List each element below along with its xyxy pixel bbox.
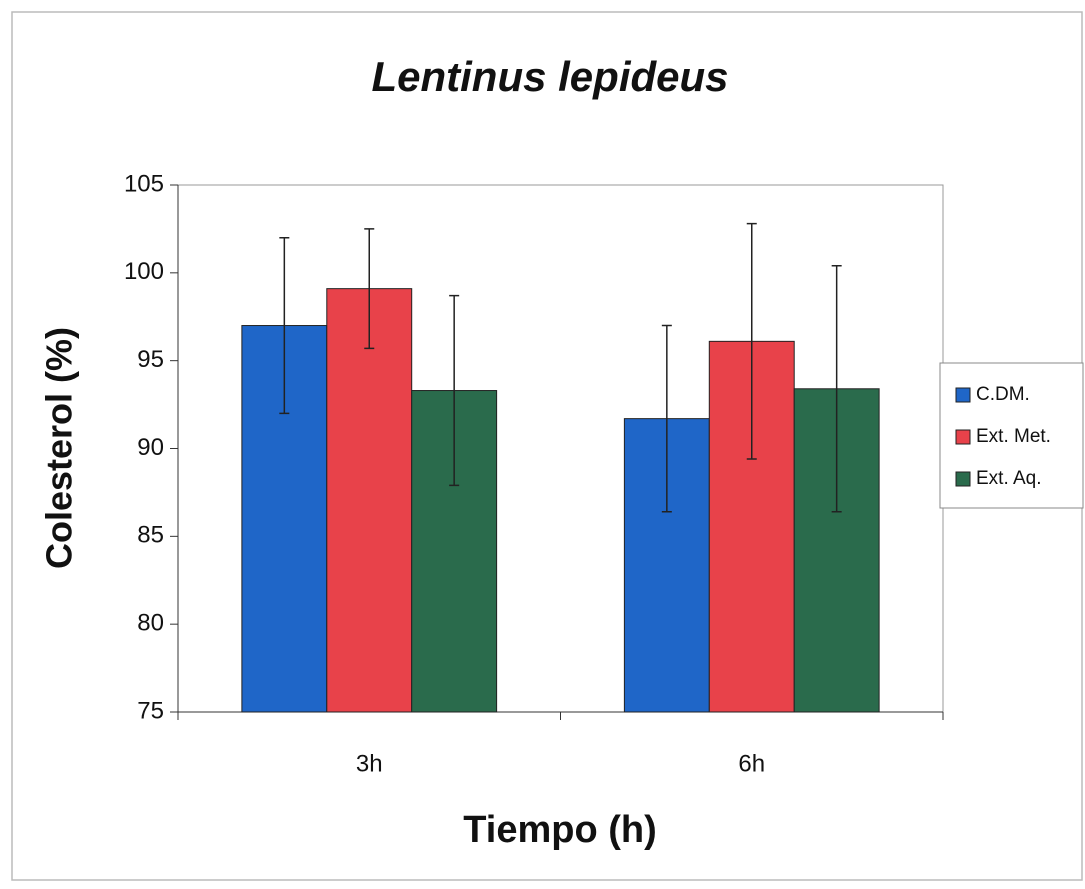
legend-swatch: [955, 429, 971, 445]
y-tick-label: 90: [137, 434, 164, 461]
y-tick-label: 75: [137, 697, 164, 724]
y-tick-label: 85: [137, 522, 164, 549]
legend-label: Ext. Met.: [976, 426, 1051, 447]
error-bar: [279, 236, 290, 415]
legend-swatch: [955, 387, 971, 403]
error-bar: [449, 294, 460, 487]
bar: [326, 288, 413, 713]
y-tick-label: 100: [124, 258, 164, 285]
error-bar: [661, 324, 672, 513]
chart-title: Lentinus lepideus: [371, 53, 728, 100]
x-tick-label: 3h: [356, 750, 383, 777]
legend-swatch: [955, 471, 971, 487]
legend-label: C.DM.: [976, 384, 1030, 405]
x-axis-label: Tiempo (h): [463, 809, 657, 851]
y-tick-label: 95: [137, 346, 164, 373]
error-bar: [746, 222, 757, 460]
x-tick-label: 6h: [738, 750, 765, 777]
legend-label: Ext. Aq.: [976, 468, 1041, 489]
error-bar: [831, 265, 842, 513]
error-bar: [364, 228, 375, 350]
y-tick-label: 105: [124, 170, 164, 197]
y-axis-label: Colesterol (%): [39, 327, 80, 569]
y-tick-label: 80: [137, 610, 164, 637]
